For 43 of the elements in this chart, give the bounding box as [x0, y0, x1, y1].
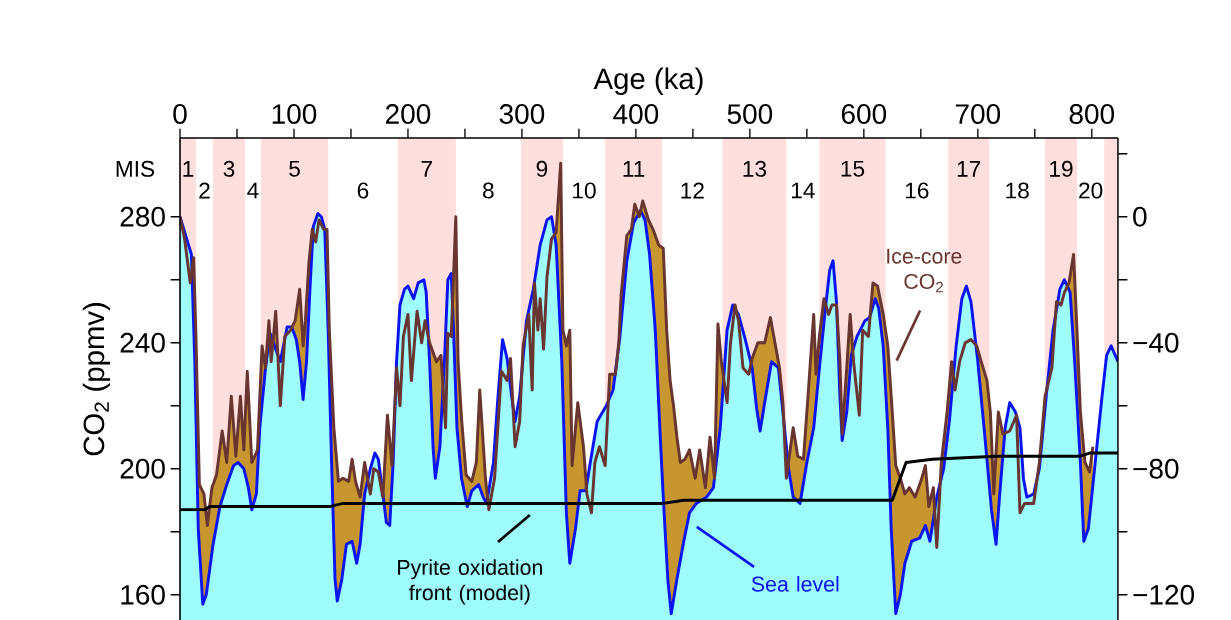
annotation: 18 — [1006, 182, 1029, 199]
x-tick-label: 100 — [272, 104, 317, 124]
annotation: 6 — [357, 182, 369, 199]
band-label: 7 — [421, 161, 432, 177]
y-axis-title: CO$_{2}$ (ppmv) — [82, 303, 111, 456]
y-tick-label: 160 — [121, 584, 165, 605]
annotation: 20 — [1079, 182, 1103, 199]
text: MIS — [116, 160, 155, 177]
y2-tick-label: −40 — [1133, 332, 1179, 353]
y-tick-label: 280 — [120, 206, 165, 227]
annotation: 14 — [791, 182, 815, 199]
band-label: 11 — [623, 161, 645, 177]
x-tick-label: 200 — [386, 104, 431, 124]
y-tick-label: 200 — [120, 458, 165, 479]
band-label: 1 — [183, 161, 194, 177]
x-axis-title: Age (ka) — [593, 67, 703, 95]
band-label: 19 — [1050, 160, 1073, 177]
x-tick-label: 300 — [499, 104, 545, 124]
x-tick-label: 600 — [841, 104, 887, 124]
annotation: 10 — [573, 182, 596, 199]
band-label: 9 — [536, 160, 548, 177]
x-tick-label: 500 — [727, 104, 773, 124]
band-label: 3 — [223, 160, 235, 177]
y2-tick-label: −120 — [1133, 584, 1195, 605]
band-label: 15 — [841, 160, 865, 177]
annotation: 4 — [247, 182, 259, 199]
x-tick-label: 0 — [173, 104, 187, 124]
y-tick-label: 240 — [120, 332, 165, 353]
annotation: 2 — [199, 182, 210, 199]
annotation: 16 — [905, 182, 929, 199]
band-label: 17 — [957, 161, 981, 177]
series-label: Sea level — [751, 576, 839, 592]
y2-tick-label: 0 — [1133, 206, 1147, 227]
legend-label: Pyrite oxidation front (model) — [398, 559, 542, 605]
band-label: 13 — [743, 160, 767, 177]
x-tick-label: 700 — [955, 104, 1001, 124]
series-label: Ice-core CO$_{2}$ — [887, 248, 962, 293]
x-tick-label: 800 — [1069, 104, 1115, 124]
annotation: 12 — [681, 182, 704, 199]
y2-tick-label: −80 — [1133, 458, 1179, 479]
x-tick-label: 400 — [613, 104, 659, 124]
annotation: 8 — [483, 182, 494, 199]
band-label: 5 — [289, 160, 300, 177]
